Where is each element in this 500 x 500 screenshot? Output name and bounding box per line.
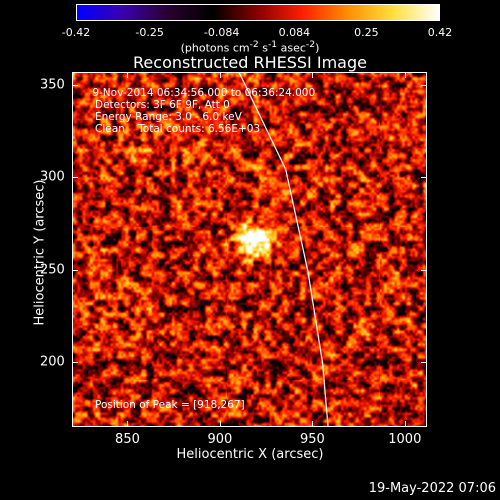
y-tick-label: 250: [40, 262, 65, 278]
colorbar-tick-label: 0.084: [278, 26, 311, 39]
y-tick-mark: [421, 269, 427, 271]
annotation-time-range: 9-Nov-2014 06:34:56.000 to 06:36:24.000: [89, 87, 316, 99]
y-axis-label: Heliocentric Y (arcsec): [32, 179, 48, 326]
plot-area[interactable]: 9-Nov-2014 06:34:56.000 to 06:36:24.000 …: [72, 72, 427, 427]
x-tick-mark: [404, 72, 406, 78]
colorbar-tick-label: -0.084: [203, 26, 240, 39]
y-tick-label: 350: [40, 77, 65, 93]
x-tick-mark: [219, 72, 221, 78]
x-tick-mark: [312, 72, 314, 78]
y-tick-mark: [421, 177, 427, 179]
x-tick-mark: [127, 421, 129, 427]
colorbar-tick-label: -0.42: [61, 26, 91, 39]
x-tick-label: 900: [207, 432, 233, 447]
colorbar-units: (photons cm-2 s-1 asec-2): [180, 39, 320, 55]
heatmap-image: [73, 73, 426, 426]
annotation-energy-range: Energy Range: 3.0 - 6.0 keV: [95, 111, 242, 123]
y-tick-mark: [72, 84, 78, 86]
colorbar-tick-label: 0.25: [354, 26, 379, 39]
y-tick-mark: [421, 362, 427, 364]
y-tick-label: 300: [40, 169, 65, 185]
colorbar-tick-label: -0.25: [135, 26, 164, 39]
x-tick-mark: [127, 72, 129, 78]
x-tick-label: 850: [115, 432, 140, 447]
y-tick-mark: [72, 177, 78, 179]
solar-limb-curve: [238, 73, 329, 426]
y-tick-mark: [421, 84, 427, 86]
x-tick-label: 950: [299, 432, 325, 447]
colorbar: [76, 4, 440, 21]
y-tick-mark: [72, 269, 78, 271]
y-tick-mark: [72, 362, 78, 364]
peak-position-text: Position of Peak = [918,267]: [95, 399, 245, 411]
timestamp: 19-May-2022 07:06: [368, 481, 496, 496]
colorbar-tick-label: 0.42: [427, 26, 453, 39]
annotation-detectors: Detectors: 3F 6F 9F, Att 0: [95, 99, 230, 111]
x-tick-label: 1000: [388, 432, 422, 447]
annotation-clean-counts: Clean Total counts: 6.56E+03: [95, 123, 261, 135]
x-tick-mark: [312, 421, 314, 427]
x-axis-label: Heliocentric X (arcsec): [176, 447, 324, 462]
y-tick-label: 200: [40, 354, 65, 370]
plot-title: Reconstructed RHESSI Image: [133, 53, 367, 72]
x-tick-mark: [404, 421, 406, 427]
colorbar-gradient: [77, 5, 439, 20]
x-tick-mark: [219, 421, 221, 427]
